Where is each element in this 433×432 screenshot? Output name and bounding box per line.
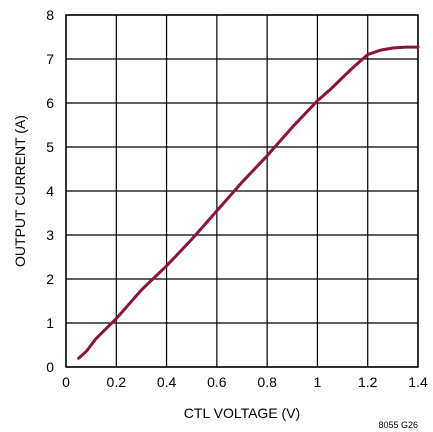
y-tick-label: 8 <box>46 7 54 23</box>
y-tick-label: 4 <box>46 183 54 199</box>
y-axis-label: OUTPUT CURRENT (A) <box>12 115 28 267</box>
y-tick-label: 3 <box>46 227 54 243</box>
x-tick-label: 1.4 <box>408 374 428 390</box>
y-tick-label: 6 <box>46 95 54 111</box>
x-tick-label: 0.6 <box>207 374 227 390</box>
x-tick-labels: 0 0.2 0.4 0.6 0.8 1 1.2 1.4 <box>62 374 428 390</box>
x-tick-label: 0.8 <box>257 374 277 390</box>
x-tick-label: 0.4 <box>157 374 177 390</box>
series-line-0 <box>77 45 420 360</box>
plot-frame <box>65 14 419 368</box>
series-lines <box>77 45 420 360</box>
figure-id: 8055 G26 <box>378 420 418 430</box>
y-tick-label: 2 <box>46 271 54 287</box>
x-axis-label: CTL VOLTAGE (V) <box>184 405 300 421</box>
y-tick-label: 1 <box>46 315 54 331</box>
x-tick-label: 1.2 <box>358 374 378 390</box>
x-tick-label: 0.2 <box>107 374 127 390</box>
y-tick-labels: 0 1 2 3 4 5 6 7 8 <box>46 7 54 375</box>
x-tick-label: 1 <box>314 374 322 390</box>
grid <box>65 14 419 368</box>
x-tick-label: 0 <box>62 374 70 390</box>
y-tick-label: 5 <box>46 139 54 155</box>
y-tick-label: 0 <box>46 359 54 375</box>
y-tick-label: 7 <box>46 51 54 67</box>
